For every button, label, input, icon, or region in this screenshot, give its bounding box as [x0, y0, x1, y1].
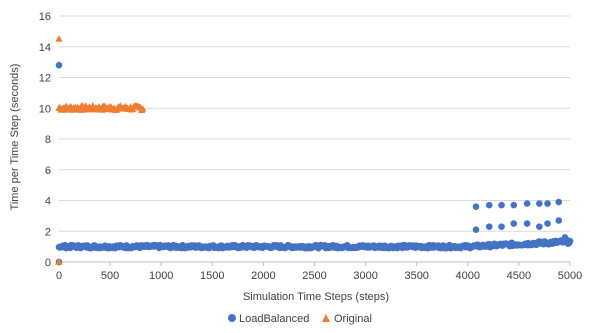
x-tick-label: 4500 [507, 270, 531, 282]
legend-marker-loadbalanced [228, 314, 236, 322]
point-original [55, 35, 63, 42]
point-loadbalanced [510, 220, 518, 227]
y-tick-label: 4 [45, 196, 51, 208]
legend: LoadBalanced Original [228, 313, 372, 325]
x-tick-label: 5000 [558, 270, 582, 282]
y-tick-label: 8 [45, 134, 51, 146]
x-tick-label: 500 [101, 270, 119, 282]
point-loadbalanced [536, 223, 543, 230]
x-tick-label: 3000 [353, 270, 377, 282]
y-tick-label: 14 [39, 42, 51, 54]
point-loadbalanced [510, 201, 518, 209]
y-tick-label: 6 [45, 165, 51, 177]
legend-marker-original [322, 314, 330, 322]
gridlines [59, 15, 570, 232]
point-loadbalanced [498, 223, 505, 230]
point-loadbalanced [485, 201, 493, 209]
tick-labels: 0 2 4 6 8 10 12 14 16 0 500 1000 1500 2000 2500 3000 350… [39, 11, 582, 282]
y-axis-label: Time per Time Step (seconds) [9, 64, 21, 211]
legend-label-original: Original [334, 313, 372, 325]
y-tick-label: 16 [39, 11, 51, 23]
point-loadbalanced [523, 200, 531, 207]
y-tick-label: 10 [39, 103, 51, 115]
point-original [55, 258, 63, 265]
x-tick-label: 4000 [456, 270, 480, 282]
y-tick-label: 12 [39, 73, 51, 85]
point-original [139, 105, 147, 112]
point-loadbalanced [485, 223, 493, 230]
point-loadbalanced [544, 200, 551, 207]
y-tick-label: 2 [45, 226, 51, 238]
x-tick-label: 1000 [149, 270, 173, 282]
point-loadbalanced [472, 203, 480, 210]
point-loadbalanced [561, 234, 569, 241]
point-loadbalanced [523, 220, 531, 227]
axes [58, 261, 571, 266]
point-loadbalanced [566, 237, 574, 245]
point-loadbalanced [544, 220, 551, 227]
x-tick-label: 3500 [404, 270, 428, 282]
x-tick-label: 1500 [200, 270, 224, 282]
data-series [55, 35, 574, 266]
x-tick-label: 2500 [302, 270, 326, 282]
x-tick-label: 0 [56, 270, 62, 282]
y-tick-label: 0 [45, 257, 51, 269]
point-loadbalanced [498, 201, 505, 209]
x-tick-label: 2000 [251, 270, 275, 282]
point-loadbalanced [555, 198, 563, 206]
point-loadbalanced [555, 217, 563, 224]
x-axis-label: Simulation Time Steps (steps) [243, 291, 389, 303]
point-loadbalanced [55, 61, 63, 69]
legend-label-loadbalanced: LoadBalanced [239, 313, 309, 325]
point-loadbalanced [472, 226, 480, 234]
point-loadbalanced [536, 200, 543, 207]
